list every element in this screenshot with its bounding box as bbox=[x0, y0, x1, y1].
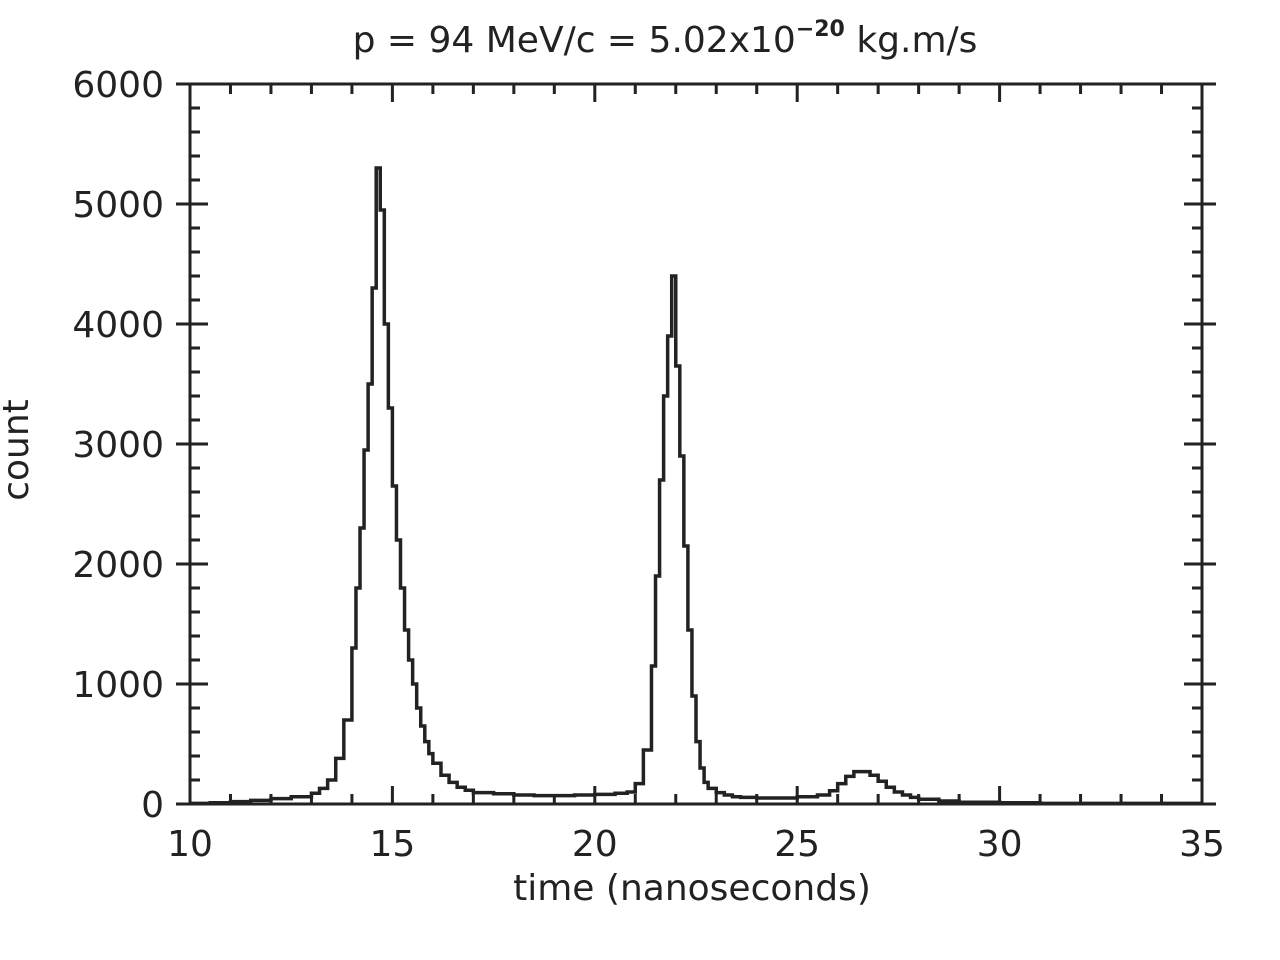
y-tick-label: 3000 bbox=[72, 425, 164, 466]
x-tick-label: 30 bbox=[977, 824, 1023, 865]
y-tick-label: 2000 bbox=[72, 545, 164, 586]
chart-title-prefix: p = 94 MeV/c = 5.02x10 bbox=[353, 20, 796, 61]
y-axis-label: count bbox=[0, 399, 37, 501]
axis-ticks bbox=[176, 82, 1216, 806]
chart-title-exponent: −20 bbox=[796, 17, 845, 42]
count-histogram-line bbox=[190, 166, 1202, 806]
x-tick-label: 25 bbox=[774, 824, 820, 865]
y-tick-label: 1000 bbox=[72, 665, 164, 706]
y-tick-labels: 0 1000 2000 3000 4000 5000 6000 bbox=[72, 65, 164, 826]
y-tick-label: 5000 bbox=[72, 185, 164, 226]
chart-title-suffix: kg.m/s bbox=[845, 20, 978, 61]
x-tick-labels: 10 15 20 25 30 35 bbox=[167, 824, 1225, 865]
y-tick-label: 0 bbox=[141, 785, 164, 826]
x-tick-label: 20 bbox=[572, 824, 618, 865]
x-tick-label: 10 bbox=[167, 824, 213, 865]
chart-title: p = 94 MeV/c = 5.02x10−20 kg.m/s bbox=[353, 17, 978, 61]
y-tick-label: 6000 bbox=[72, 65, 164, 106]
x-tick-label: 35 bbox=[1179, 824, 1225, 865]
y-tick-label: 4000 bbox=[72, 305, 164, 346]
x-tick-label: 15 bbox=[369, 824, 415, 865]
x-axis-label: time (nanoseconds) bbox=[513, 868, 871, 909]
